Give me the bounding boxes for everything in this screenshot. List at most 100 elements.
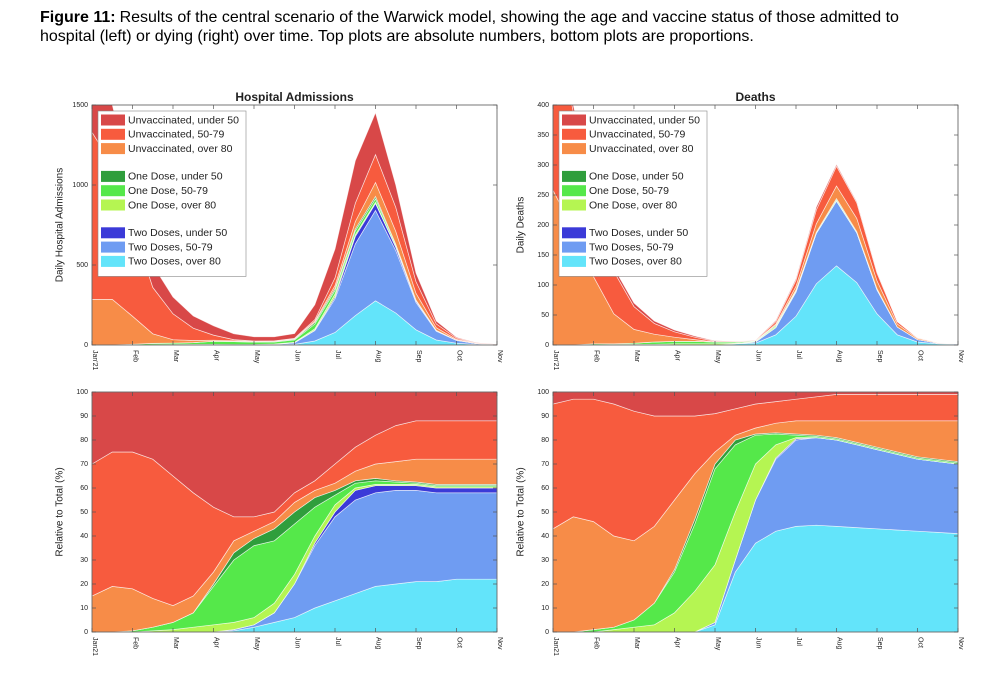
x-tick-label: Apr <box>674 637 681 649</box>
legend: Unvaccinated, under 50 Unvaccinated, 50-7… <box>558 110 708 277</box>
y-tick-label: 1000 <box>72 182 88 189</box>
x-tick-label: May <box>253 637 260 651</box>
y-tick-label: 1500 <box>72 102 88 109</box>
x-tick-label: Jun <box>294 637 301 648</box>
legend-swatch <box>562 170 586 182</box>
y-tick-label: 150 <box>537 252 549 259</box>
legend-label: Unvaccinated, over 80 <box>128 143 233 155</box>
y-tick-label: 0 <box>84 342 88 349</box>
chart-title: Hospital Admissions <box>235 90 354 104</box>
x-tick-label: Jan'21 <box>552 350 559 371</box>
x-tick-label: Jan21 <box>552 637 559 656</box>
x-tick-label: Aug <box>375 350 382 363</box>
legend-label: Two Doses, under 50 <box>128 227 227 239</box>
plot-area <box>92 392 497 632</box>
legend-swatch <box>101 143 125 155</box>
x-tick-label: Feb <box>593 637 600 649</box>
y-axis-label: Relative to Total (%) <box>516 467 527 556</box>
y-tick-label: 10 <box>541 605 549 612</box>
y-tick-label: 60 <box>541 485 549 492</box>
x-tick-label: Sep <box>876 350 883 363</box>
plot-area <box>553 392 958 632</box>
legend-label: One Dose, under 50 <box>589 171 684 183</box>
x-tick-label: Aug <box>375 637 382 650</box>
y-tick-label: 0 <box>545 629 549 636</box>
y-tick-label: 100 <box>537 389 549 396</box>
legend-label: Unvaccinated, 50-79 <box>589 129 685 141</box>
caption: Figure 11: Results of the central scenari… <box>40 8 955 46</box>
legend-swatch <box>562 185 586 197</box>
legend-label: Two Doses, over 80 <box>128 256 221 268</box>
x-tick-label: Jun <box>755 350 762 361</box>
y-tick-label: 50 <box>541 509 549 516</box>
y-tick-label: 0 <box>84 629 88 636</box>
x-tick-label: Feb <box>132 350 139 362</box>
stacked-area <box>553 437 958 632</box>
legend-swatch <box>101 241 125 253</box>
legend-swatch <box>562 199 586 211</box>
x-tick-label: Sep <box>415 350 422 363</box>
x-tick-label: May <box>714 350 721 364</box>
y-tick-label: 350 <box>537 132 549 139</box>
y-tick-label: 80 <box>541 437 549 444</box>
caption-label: Figure 11: <box>40 9 116 26</box>
legend-label: One Dose, 50-79 <box>128 185 208 197</box>
x-tick-label: Oct <box>917 637 924 648</box>
legend-swatch <box>101 114 125 126</box>
x-tick-label: Aug <box>836 637 843 650</box>
y-tick-label: 90 <box>80 413 88 420</box>
x-tick-label: Nov <box>496 350 503 363</box>
caption-text: Results of the central scenario of the W… <box>40 9 899 45</box>
legend-swatch <box>101 227 125 239</box>
legend-label: Two Doses, over 80 <box>589 256 682 268</box>
y-axis-label: Daily Deaths <box>516 197 527 254</box>
plot-area <box>553 105 958 345</box>
legend-label: Two Doses, 50-79 <box>128 241 213 253</box>
legend-swatch <box>562 128 586 140</box>
x-tick-label: Jun <box>755 637 762 648</box>
x-tick-label: Jul <box>334 350 341 359</box>
x-tick-label: Sep <box>415 637 422 650</box>
legend-label: Unvaccinated, 50-79 <box>128 129 224 141</box>
chart-title: Deaths <box>735 90 775 104</box>
x-tick-label: Mar <box>633 637 640 650</box>
legend-swatch <box>101 170 125 182</box>
legend-swatch <box>101 185 125 197</box>
legend-swatch <box>562 255 586 267</box>
legend-label: One Dose, 50-79 <box>589 185 669 197</box>
chart: 0 50 100 150 200 250 300 350 400 Jan'21 Feb Mar Apr M… <box>516 90 965 371</box>
y-tick-label: 100 <box>537 282 549 289</box>
legend-swatch <box>562 227 586 239</box>
x-tick-label: Jun <box>294 350 301 361</box>
stacked-area <box>553 392 958 417</box>
y-tick-label: 400 <box>537 102 549 109</box>
y-tick-label: 300 <box>537 162 549 169</box>
stacked-area <box>553 265 958 345</box>
chart: 0 10 20 30 40 50 60 70 80 90 100 Jan21 Feb Mar Apr May J… <box>516 389 965 656</box>
y-tick-label: 10 <box>80 605 88 612</box>
y-tick-label: 50 <box>80 509 88 516</box>
x-tick-label: Apr <box>674 350 681 362</box>
stacked-area <box>92 392 497 518</box>
stacked-area <box>92 105 497 345</box>
y-tick-label: 30 <box>541 557 549 564</box>
x-tick-label: Feb <box>132 637 139 649</box>
x-tick-label: Jan21 <box>91 637 98 656</box>
legend-swatch <box>562 143 586 155</box>
y-tick-label: 40 <box>541 533 549 540</box>
x-tick-label: Aug <box>836 350 843 363</box>
x-tick-label: Oct <box>456 350 463 361</box>
stacked-area <box>92 300 497 345</box>
y-tick-label: 80 <box>80 437 88 444</box>
legend-label: Unvaccinated, under 50 <box>128 114 239 126</box>
legend-label: One Dose, under 50 <box>128 171 223 183</box>
y-tick-label: 0 <box>545 342 549 349</box>
y-axis-label: Daily Hospital Admissions <box>55 168 66 283</box>
chart: 0 10 20 30 40 50 60 70 80 90 100 Jan21 Feb Mar Apr May J… <box>55 389 504 656</box>
legend-label: Unvaccinated, under 50 <box>589 114 700 126</box>
y-tick-label: 100 <box>76 389 88 396</box>
x-tick-label: Jul <box>795 637 802 646</box>
legend-label: One Dose, over 80 <box>589 199 677 211</box>
